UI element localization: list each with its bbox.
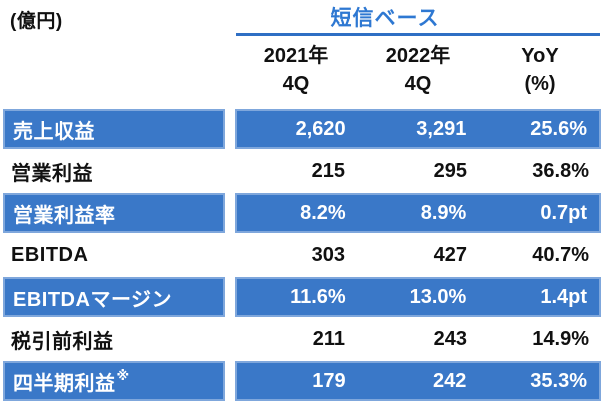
row-values: 2,620 3,291 25.6% <box>235 109 601 149</box>
value-2021-4q: 179 <box>312 369 346 392</box>
row-label-cell: 営業利益 <box>3 151 225 191</box>
row-label-cell: 売上収益 <box>3 109 225 149</box>
row-label-cell: 四半期利益 ※ <box>3 361 225 401</box>
value-2021-4q: 215 <box>311 159 345 182</box>
row-values: 211 243 14.9% <box>235 319 601 359</box>
value-2022-4q: 295 <box>433 159 467 182</box>
value-2021-4q: 2,620 <box>295 117 346 140</box>
row-label: EBITDAマージン <box>13 288 173 311</box>
row-label-cell: 税引前利益 <box>3 319 225 359</box>
row-values: 11.6% 13.0% 1.4pt <box>235 277 601 317</box>
value-yoy: 35.3% <box>530 369 588 392</box>
table-row: 営業利益率 8.2% 8.9% 0.7pt <box>3 192 601 234</box>
column-header-2021-4q: 2021年 4Q <box>235 42 357 98</box>
value-yoy: 25.6% <box>530 117 588 140</box>
column-header-yoy: YoY (%) <box>479 42 601 98</box>
row-label-cell: EBITDA <box>3 235 225 275</box>
table-row: 営業利益 215 295 36.8% <box>3 150 601 192</box>
table-row: 四半期利益 ※ 179 242 35.3% <box>3 360 601 402</box>
value-2021-4q: 211 <box>312 327 345 350</box>
table-row: EBITDAマージン 11.6% 13.0% 1.4pt <box>3 276 601 318</box>
value-2021-4q: 8.2% <box>300 201 346 224</box>
row-values: 215 295 36.8% <box>235 151 601 191</box>
column-gap <box>225 319 235 359</box>
column-header-quarter: 4Q <box>282 73 310 95</box>
row-label-cell: EBITDAマージン <box>3 277 225 317</box>
column-header-yoy-unit: (%) <box>524 73 556 95</box>
value-2022-4q: 8.9% <box>420 201 467 224</box>
unit-label: (億円) <box>10 11 63 32</box>
row-note-marker: ※ <box>116 368 130 383</box>
table-row: EBITDA 303 427 40.7% <box>3 234 601 276</box>
row-label: 四半期利益 <box>13 372 116 395</box>
table-row: 税引前利益 211 243 14.9% <box>3 318 601 360</box>
value-2022-4q: 243 <box>433 327 467 350</box>
value-yoy: 0.7pt <box>540 201 588 224</box>
column-header-2022-4q: 2022年 4Q <box>357 42 479 98</box>
row-label: EBITDA <box>11 243 89 266</box>
value-2021-4q: 11.6% <box>290 285 346 308</box>
column-gap <box>225 193 235 233</box>
row-label-cell: 営業利益率 <box>3 193 225 233</box>
value-yoy: 14.9% <box>532 327 589 350</box>
column-header-year: 2021年 <box>263 45 329 67</box>
value-yoy: 1.4pt <box>540 285 588 308</box>
row-values: 8.2% 8.9% 0.7pt <box>235 193 601 233</box>
column-gap <box>225 151 235 191</box>
value-2022-4q: 427 <box>433 243 467 266</box>
column-headers: 2021年 4Q 2022年 4Q YoY (%) <box>235 42 601 98</box>
table-rows: 売上収益 2,620 3,291 25.6% 営業利益 215 295 36.8… <box>3 108 601 402</box>
column-header-year: 2022年 <box>385 45 451 67</box>
row-values: 179 242 35.3% <box>235 361 601 401</box>
row-label: 売上収益 <box>13 120 95 143</box>
value-2022-4q: 13.0% <box>409 285 467 308</box>
column-header-quarter: 4Q <box>404 73 432 95</box>
value-2021-4q: 303 <box>311 243 345 266</box>
column-gap <box>225 109 235 149</box>
basis-underline <box>236 33 600 36</box>
value-2022-4q: 242 <box>432 369 467 392</box>
row-label: 営業利益率 <box>13 204 116 227</box>
table-row: 売上収益 2,620 3,291 25.6% <box>3 108 601 150</box>
column-gap <box>225 277 235 317</box>
column-gap <box>225 361 235 401</box>
basis-title: 短信ベース <box>330 7 440 30</box>
row-label: 税引前利益 <box>11 330 114 353</box>
row-label: 営業利益 <box>11 162 93 185</box>
value-2022-4q: 3,291 <box>416 117 467 140</box>
value-yoy: 40.7% <box>532 243 589 266</box>
column-gap <box>225 235 235 275</box>
value-yoy: 36.8% <box>532 159 589 182</box>
row-values: 303 427 40.7% <box>235 235 601 275</box>
column-header-yoy-label: YoY <box>521 45 559 67</box>
